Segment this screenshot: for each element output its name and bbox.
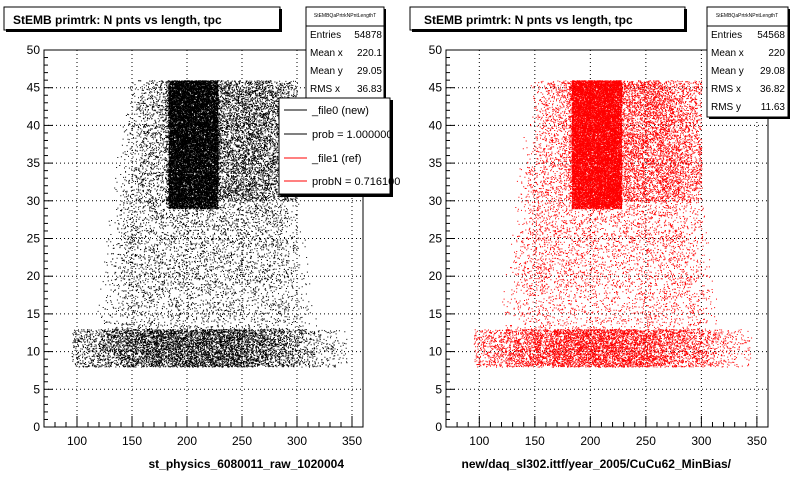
y-tick-label: 45 — [429, 81, 443, 95]
x-tick-label: 100 — [469, 434, 489, 448]
y-tick-label: 40 — [27, 118, 41, 132]
right-stats-label: Entries — [711, 30, 742, 41]
left-stats-value: 36.83 — [357, 84, 382, 95]
left-stats-value: 54878 — [354, 30, 382, 41]
x-tick-label: 300 — [287, 434, 307, 448]
right-x-ticks: 100 150 200 250 300 350 — [456, 416, 767, 448]
left-pad: StEMB primtrk: N pnts vs length, tpc 0 5 1… — [3, 6, 400, 471]
legend-label: _file1 (ref) — [311, 153, 362, 165]
left-stats-box: StEMBQaPrtrkNPntLengthT Entries 54878 Me… — [305, 6, 386, 101]
x-tick-label: 100 — [67, 434, 87, 448]
y-tick-label: 45 — [27, 81, 41, 95]
left-stats-label: Entries — [310, 30, 341, 41]
left-stats-name: StEMBQaPrtrkNPntLengthT — [314, 13, 376, 19]
y-tick-label: 30 — [27, 194, 41, 208]
y-tick-label: 25 — [27, 232, 41, 246]
y-tick-label: 10 — [429, 345, 443, 359]
right-stats-value: 220 — [768, 48, 785, 59]
x-tick-label: 350 — [342, 434, 362, 448]
left-stats-label: Mean y — [310, 66, 343, 77]
y-tick-label: 40 — [429, 118, 443, 132]
right-title-box: StEMB primtrk: N pnts vs length, tpc — [409, 6, 687, 32]
right-stats-label: Mean y — [711, 66, 744, 77]
y-tick-label: 15 — [27, 307, 41, 321]
right-stats-value: 54568 — [757, 30, 785, 41]
y-tick-label: 15 — [429, 307, 443, 321]
x-tick-label: 200 — [580, 434, 600, 448]
legend-label: _file0 (new) — [311, 105, 369, 117]
y-tick-label: 50 — [27, 43, 41, 57]
right-stats-value: 11.63 — [761, 102, 786, 113]
y-tick-label: 35 — [27, 156, 41, 170]
left-title-box: StEMB primtrk: N pnts vs length, tpc — [3, 6, 282, 32]
right-stats-name: StEMBQaPrtrkNPntLengthT — [716, 13, 778, 19]
x-tick-label: 200 — [177, 434, 197, 448]
x-tick-label: 350 — [747, 434, 767, 448]
y-tick-label: 35 — [429, 156, 443, 170]
x-tick-label: 150 — [525, 434, 545, 448]
right-y-ticks: 0 5 10 15 20 25 30 35 40 45 50 — [429, 43, 455, 434]
left-title: StEMB primtrk: N pnts vs length, tpc — [13, 13, 222, 27]
right-pad: StEMB primtrk: N pnts vs length, tpc 0 5 1… — [409, 6, 790, 471]
y-tick-label: 10 — [27, 345, 41, 359]
left-stats-label: RMS x — [310, 84, 340, 95]
right-stats-value: 36.82 — [760, 84, 785, 95]
left-x-ticks: 100 150 200 250 300 350 — [54, 416, 362, 448]
right-stats-value: 29.08 — [760, 66, 785, 77]
y-tick-label: 30 — [429, 194, 443, 208]
y-tick-label: 0 — [33, 420, 40, 434]
y-tick-label: 0 — [435, 420, 442, 434]
right-stats-label: RMS x — [711, 84, 741, 95]
right-stats-label: Mean x — [711, 48, 744, 59]
y-tick-label: 25 — [429, 232, 443, 246]
left-stats-value: 220.1 — [357, 48, 382, 59]
legend-label: probN = 0.716100 — [312, 176, 400, 188]
left-y-ticks: 0 5 10 15 20 25 30 35 40 45 50 — [27, 43, 53, 434]
scatter-points — [473, 80, 753, 368]
y-tick-label: 5 — [435, 382, 442, 396]
right-stats-box: StEMBQaPrtrkNPntLengthT Entries 54568 Me… — [706, 6, 790, 119]
y-tick-label: 5 — [33, 382, 40, 396]
right-points — [473, 80, 753, 368]
x-tick-label: 250 — [636, 434, 656, 448]
y-tick-label: 20 — [429, 269, 443, 283]
x-tick-label: 150 — [122, 434, 142, 448]
left-x-label: st_physics_6080011_raw_1020004 — [148, 457, 344, 471]
legend: _file0 (new) prob = 1.000000 _file1 (ref… — [278, 97, 400, 197]
y-tick-label: 20 — [27, 269, 41, 283]
x-tick-label: 250 — [232, 434, 252, 448]
x-tick-label: 300 — [691, 434, 711, 448]
right-title: StEMB primtrk: N pnts vs length, tpc — [424, 13, 633, 27]
left-stats-label: Mean x — [310, 48, 343, 59]
right-stats-label: RMS y — [711, 102, 741, 113]
y-tick-label: 50 — [429, 43, 443, 57]
left-stats-value: 29.05 — [357, 66, 382, 77]
legend-label: prob = 1.000000 — [312, 129, 392, 141]
right-x-label: new/daq_sl302.ittf/year_2005/CuCu62_MinB… — [462, 457, 732, 471]
